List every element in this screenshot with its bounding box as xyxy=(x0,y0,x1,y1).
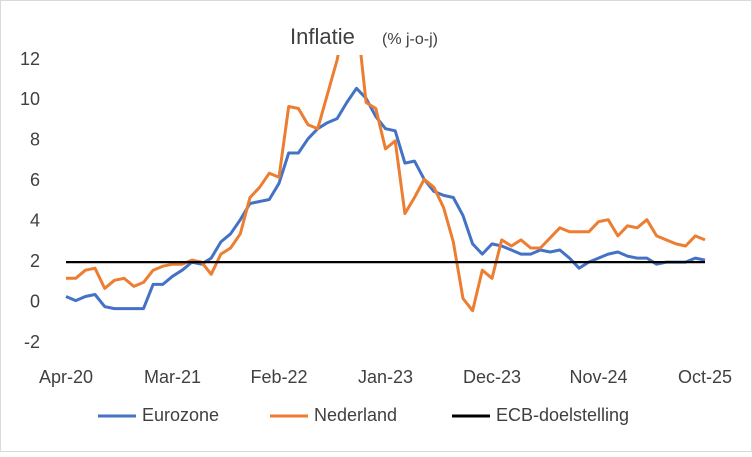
y-tick-label: 10 xyxy=(20,89,40,109)
y-tick-label: 0 xyxy=(30,291,40,311)
x-tick-label: Nov-24 xyxy=(569,367,627,387)
y-tick-label: -2 xyxy=(24,332,40,352)
x-tick-label: Mar-21 xyxy=(144,367,201,387)
legend-label: Eurozone xyxy=(142,405,219,425)
x-tick-label: Apr-20 xyxy=(39,367,93,387)
plot-area xyxy=(65,55,706,313)
y-tick-label: 8 xyxy=(30,130,40,150)
x-tick-label: Jan-23 xyxy=(358,367,413,387)
x-tick-label: Feb-22 xyxy=(250,367,307,387)
legend-label: ECB-doelstelling xyxy=(496,405,629,425)
x-tick-label: Oct-25 xyxy=(678,367,732,387)
series-line xyxy=(66,55,706,313)
y-tick-label: 2 xyxy=(30,251,40,271)
legend-label: Nederland xyxy=(314,405,397,425)
chart-title-unit: (% j-o-j) xyxy=(382,31,438,48)
y-tick-label: 6 xyxy=(30,170,40,190)
y-tick-label: 12 xyxy=(20,49,40,69)
x-tick-label: Dec-23 xyxy=(463,367,521,387)
y-tick-label: 4 xyxy=(30,210,40,230)
series-line xyxy=(65,86,706,311)
chart-title: Inflatie xyxy=(290,24,355,49)
